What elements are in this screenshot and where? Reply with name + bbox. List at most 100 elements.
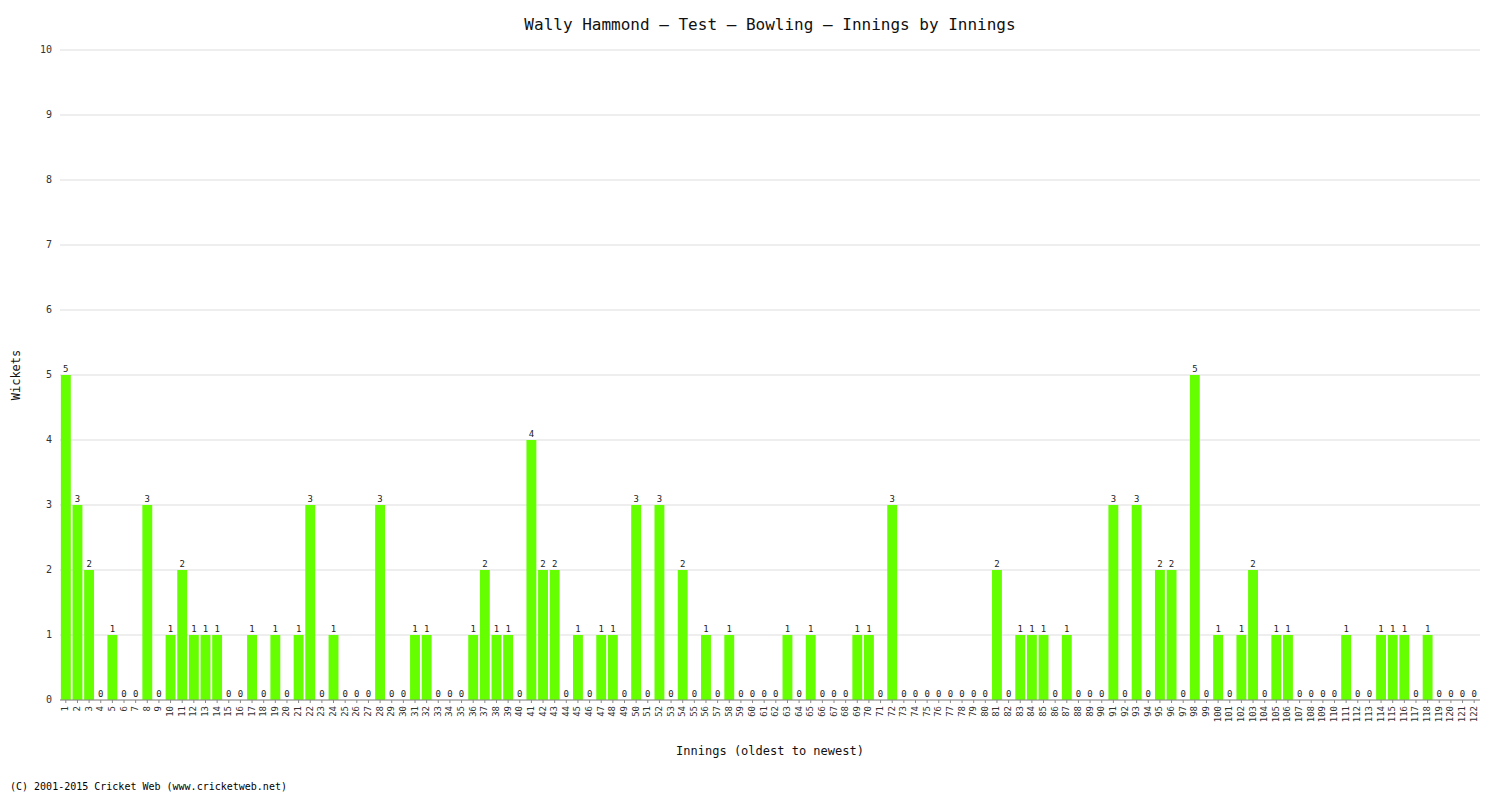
x-tick (752, 700, 753, 703)
data-label: 1 (203, 624, 208, 634)
bar (1399, 635, 1409, 700)
x-tick (1276, 700, 1277, 703)
x-tick (228, 700, 229, 703)
x-tick (577, 700, 578, 703)
data-label: 2 (540, 559, 545, 569)
x-tick-label: 20 (281, 706, 291, 717)
x-tick-label: 11 (177, 706, 187, 717)
y-axis-label: Wickets (9, 350, 23, 401)
data-label: 1 (331, 624, 336, 634)
data-label: 0 (622, 689, 627, 699)
x-tick-label: 77 (945, 706, 955, 717)
data-label: 0 (261, 689, 266, 699)
x-tick (1357, 700, 1358, 703)
x-tick (275, 700, 276, 703)
bar (503, 635, 513, 700)
data-label: 0 (1448, 689, 1453, 699)
x-tick (1078, 700, 1079, 703)
x-tick-label: 106 (1282, 706, 1292, 722)
y-tick-label: 3 (46, 499, 52, 510)
x-tick-label: 105 (1271, 706, 1281, 722)
x-tick-label: 49 (619, 706, 629, 717)
x-tick (624, 700, 625, 703)
x-tick (938, 700, 939, 703)
y-tick-label: 6 (46, 304, 52, 315)
data-label: 0 (1332, 689, 1337, 699)
data-label: 0 (971, 689, 976, 699)
bar (73, 505, 83, 700)
x-tick-label: 7 (130, 706, 140, 711)
x-tick-label: 114 (1376, 706, 1386, 722)
x-tick (950, 700, 951, 703)
x-tick (1404, 700, 1405, 703)
data-label: 0 (1076, 689, 1081, 699)
x-tick-label: 69 (852, 706, 862, 717)
x-tick-label: 54 (677, 706, 687, 717)
x-tick (612, 700, 613, 703)
bar (631, 505, 641, 700)
x-tick-label: 95 (1154, 706, 1164, 717)
data-label: 2 (1169, 559, 1174, 569)
x-tick (240, 700, 241, 703)
data-label: 1 (1378, 624, 1383, 634)
bar (247, 635, 257, 700)
x-tick (1415, 700, 1416, 703)
x-tick (1125, 700, 1126, 703)
data-label: 3 (657, 494, 662, 504)
data-label: 0 (715, 689, 720, 699)
x-tick (263, 700, 264, 703)
bar (61, 375, 71, 700)
x-tick (775, 700, 776, 703)
x-tick (694, 700, 695, 703)
data-label: 0 (692, 689, 697, 699)
x-tick-label: 40 (514, 706, 524, 717)
x-tick-label: 81 (991, 706, 1001, 717)
x-tick (1183, 700, 1184, 703)
x-tick (787, 700, 788, 703)
y-tick-label: 4 (46, 434, 52, 445)
bar (422, 635, 432, 700)
x-tick-label: 82 (1003, 706, 1013, 717)
x-tick (1066, 700, 1067, 703)
bar (84, 570, 94, 700)
data-label: 1 (1041, 624, 1046, 634)
x-tick (764, 700, 765, 703)
x-tick (252, 700, 253, 703)
data-label: 0 (284, 689, 289, 699)
bar (1039, 635, 1049, 700)
data-label: 1 (412, 624, 417, 634)
x-tick (403, 700, 404, 703)
x-tick (368, 700, 369, 703)
x-tick (426, 700, 427, 703)
x-tick (543, 700, 544, 703)
data-label: 1 (1018, 624, 1023, 634)
data-label: 5 (63, 364, 68, 374)
data-label: 0 (773, 689, 778, 699)
x-tick-label: 19 (270, 706, 280, 717)
x-tick (659, 700, 660, 703)
data-label: 0 (1122, 689, 1127, 699)
bar (294, 635, 304, 700)
data-label: 0 (796, 689, 801, 699)
x-tick (205, 700, 206, 703)
x-tick-label: 45 (572, 706, 582, 717)
grid-line (60, 115, 1480, 116)
data-label: 1 (110, 624, 115, 634)
x-tick (671, 700, 672, 703)
bar (1376, 635, 1386, 700)
bars (61, 375, 1433, 700)
x-tick-label: 110 (1329, 706, 1339, 722)
data-label: 1 (1274, 624, 1279, 634)
x-tick-label: 84 (1026, 706, 1036, 717)
title: Wally Hammond – Test – Bowling – Innings… (524, 15, 1015, 34)
data-label: 3 (75, 494, 80, 504)
background (0, 0, 1500, 800)
x-tick (100, 700, 101, 703)
x-tick (1194, 700, 1195, 703)
x-tick (1159, 700, 1160, 703)
x-tick-label: 51 (642, 706, 652, 717)
data-label: 0 (389, 689, 394, 699)
x-tick-label: 102 (1236, 706, 1246, 722)
data-label: 0 (1006, 689, 1011, 699)
bar (375, 505, 385, 700)
